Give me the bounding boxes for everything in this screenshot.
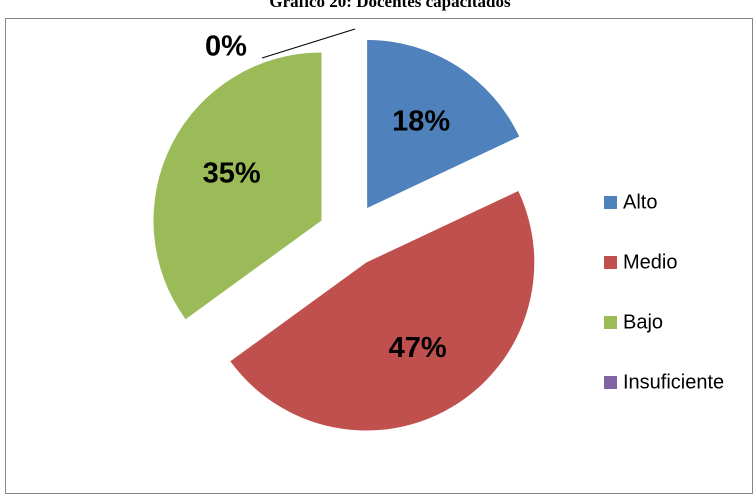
data-label: 35%: [203, 157, 261, 189]
legend-swatch: [604, 256, 617, 269]
chart-title: Gráfico 20: Docentes capacitados: [269, 0, 511, 11]
pie-slice: [367, 39, 520, 208]
pie-slice: [153, 52, 322, 320]
data-label: 0%: [205, 31, 247, 63]
data-label: 47%: [389, 332, 447, 364]
leader-line: [261, 28, 356, 59]
legend-label: Alto: [623, 191, 657, 213]
legend-label: Bajo: [623, 311, 663, 333]
legend-label: Medio: [623, 251, 677, 273]
legend-label: Insuficiente: [623, 371, 724, 393]
legend-swatch: [604, 376, 617, 389]
legend-swatch: [604, 196, 617, 209]
pie-slice: [230, 191, 535, 431]
data-label: 18%: [392, 106, 450, 138]
legend-swatch: [604, 316, 617, 329]
